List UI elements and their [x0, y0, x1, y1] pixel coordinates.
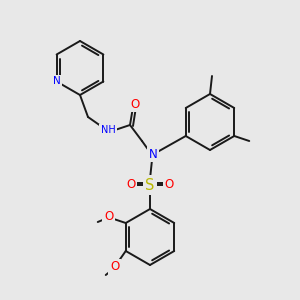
Text: O: O: [164, 178, 174, 190]
Text: N: N: [53, 76, 61, 86]
Text: O: O: [130, 98, 140, 110]
Text: NH: NH: [100, 125, 116, 135]
Text: O: O: [104, 211, 113, 224]
Text: O: O: [110, 260, 119, 274]
Text: N: N: [148, 148, 158, 160]
Text: S: S: [145, 178, 155, 193]
Text: O: O: [126, 178, 136, 190]
